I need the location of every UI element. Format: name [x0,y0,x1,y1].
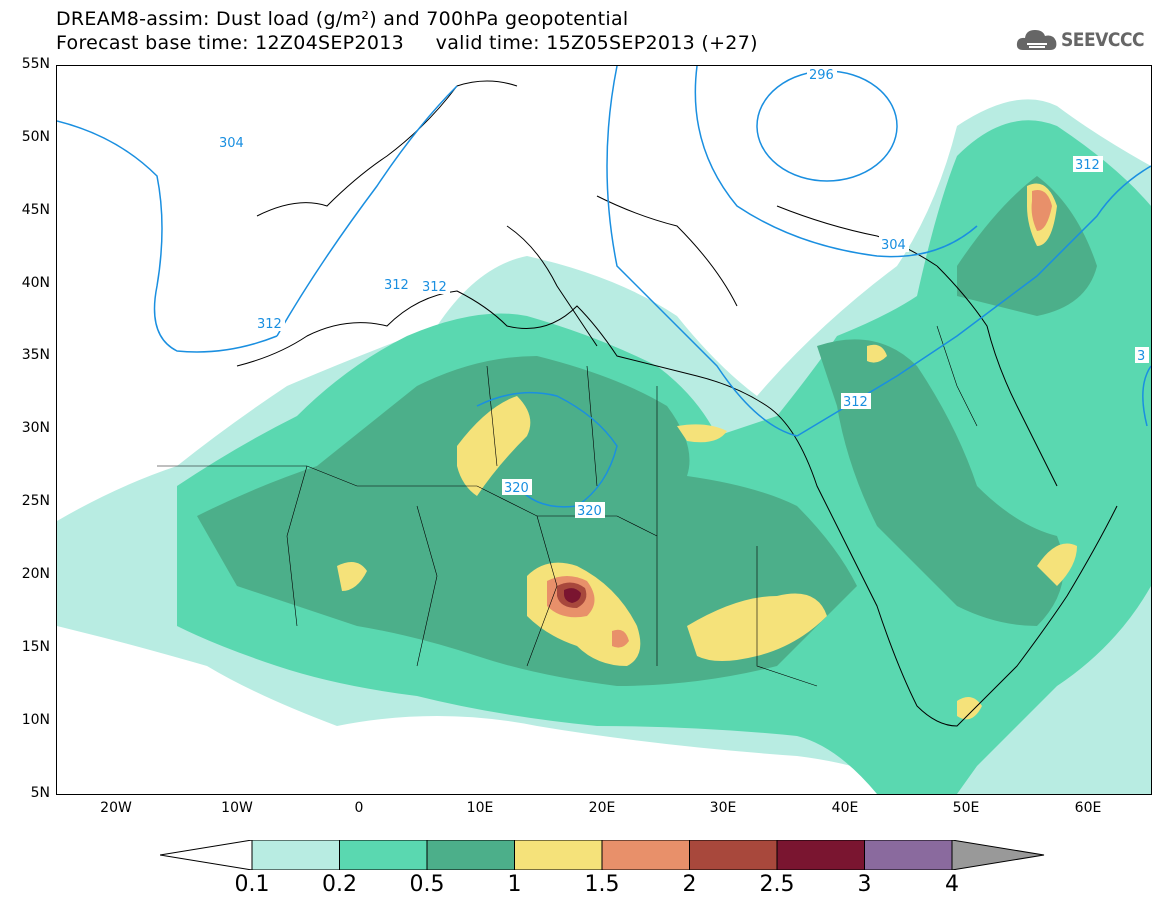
dust-region-1 [1037,543,1077,586]
lon-label: 20E [588,800,616,816]
lon-label: 50E [952,800,980,816]
map-title-line-2: Forecast base time: 12Z04SEP2013 valid t… [56,32,758,54]
contour-label: 304 [881,238,906,253]
dust-region-1 [337,562,367,591]
contour-label: 312 [843,395,868,410]
lon-label: 60E [1074,800,1102,816]
lat-label: 5N [30,785,50,801]
colorbar-cell [689,839,778,871]
lat-label: 50N [21,129,50,145]
contour-label: 312 [422,280,447,295]
lat-label: 35N [21,347,50,363]
lon-label: 30E [709,800,737,816]
seevccc-logo: SEEVCCC [1015,24,1155,60]
contour-label: 320 [504,481,529,496]
cloud-icon [1016,30,1057,50]
colorbar-label: 4 [945,872,959,897]
lat-label: 30N [21,420,50,436]
contour-label: 304 [219,136,244,151]
dust-region-1 [957,697,982,720]
borders [157,325,978,687]
dust-load-map: 304 296 312 304 312 312 312 312 320 320 … [56,65,1152,795]
contour-label: 312 [257,317,282,332]
contour-labels: 304 296 312 304 312 312 312 312 320 320 … [217,66,1149,519]
dust-region-2.5 [564,588,581,603]
lon-label: 0 [354,800,364,816]
dust-region-1 [457,396,531,496]
contour-label: 312 [1075,158,1100,173]
colorbar-label: 0.1 [234,872,270,897]
lat-label: 10N [21,712,50,728]
lon-label: 40E [831,800,859,816]
colorbar-svg [159,839,1045,871]
contour-label: 296 [809,68,834,83]
coastlines [236,80,1118,727]
lat-label: 25N [21,493,50,509]
colorbar [159,839,1050,874]
dust-region-0.5 [197,356,857,686]
dust-region-1 [867,344,887,363]
colorbar-label: 1 [507,872,522,897]
colorbar-label: 2 [682,872,697,897]
dust-region-1.5 [612,629,629,648]
lat-label: 45N [21,202,50,218]
colorbar-label: 0.5 [409,872,445,897]
colorbar-cell [426,839,515,871]
colorbar-cell [514,839,603,871]
lat-label: 15N [21,639,50,655]
lon-label: 10W [221,800,253,816]
lon-label: 20W [100,800,132,816]
lat-label: 40N [21,275,50,291]
dust-region-1.5 [1031,190,1052,231]
logo-text: SEEVCCC [1061,29,1145,51]
colorbar-over-arrow [951,839,1045,871]
lat-label: 55N [21,56,50,72]
colorbar-label: 2.5 [759,872,795,897]
map-title-line-1: DREAM8-assim: Dust load (g/m²) and 700hP… [56,8,629,30]
colorbar-under-arrow [159,839,253,871]
geopotential-contours [57,66,1151,508]
colorbar-cell [339,839,428,871]
colorbar-cell [601,839,690,871]
dust-region-0.5 [957,176,1097,316]
colorbar-label: 3 [857,872,872,897]
colorbar-label: 0.2 [322,872,357,897]
colorbar-cell [864,839,953,871]
map-canvas: 304 296 312 304 312 312 312 312 320 320 … [57,66,1151,794]
lon-label: 10E [466,800,494,816]
dust-region-1 [677,424,727,443]
contour-label: 320 [577,504,602,519]
colorbar-cell [251,839,340,871]
colorbar-label: 1.5 [584,872,620,897]
contour-label: 3 [1137,349,1145,364]
colorbar-cell [776,839,865,871]
lat-label: 20N [21,566,50,582]
contour-label: 312 [384,278,409,293]
dust-region-0.5 [817,339,1064,626]
